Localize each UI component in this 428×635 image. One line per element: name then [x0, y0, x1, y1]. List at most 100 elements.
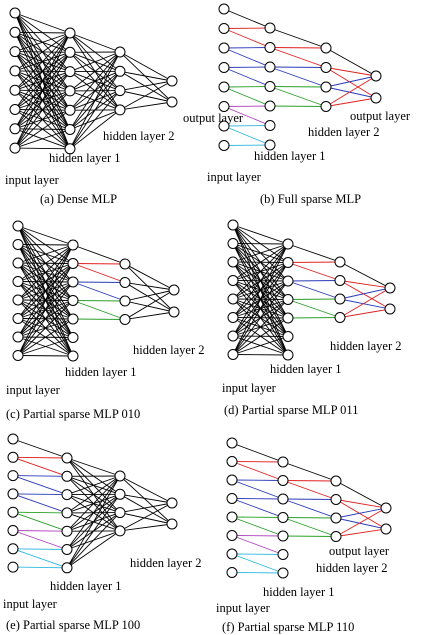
- input-hidden1-edge: [223, 125, 271, 127]
- hidden1-node: [64, 66, 76, 78]
- hidden1-hidden2-edge: [69, 109, 121, 150]
- hidden1-hidden2-edge: [269, 105, 327, 107]
- input-hidden1-edge: [12, 456, 68, 477]
- input-node: [12, 294, 24, 306]
- hidden1-hidden2-edge: [66, 530, 121, 569]
- hidden1-hidden2-edge: [269, 47, 327, 49]
- nodes: [218, 3, 382, 151]
- output-node: [168, 306, 180, 318]
- hidden2-output-edge: [335, 499, 387, 530]
- input-hidden1-edge: [232, 336, 289, 355]
- hidden2-node: [320, 101, 332, 112]
- input-node: [12, 220, 24, 232]
- hidden1-hidden2-edge: [66, 512, 121, 569]
- hidden-layer-1-label: hidden layer 1: [49, 151, 121, 165]
- hidden1-node: [282, 294, 294, 305]
- hidden1-hidden2-edge: [66, 475, 121, 496]
- hidden2-node: [114, 488, 126, 500]
- input-hidden1-edge: [223, 66, 271, 68]
- input-hidden1-edge: [14, 52, 71, 149]
- panel-caption: (b) Full sparse MLP: [260, 192, 361, 206]
- input-hidden1-edge: [14, 32, 71, 110]
- input-node: [218, 23, 230, 34]
- hidden2-output-edge: [124, 311, 175, 320]
- input-node: [12, 239, 24, 250]
- input-node: [12, 331, 24, 343]
- hidden-layer-2-label: hidden layer 2: [133, 343, 205, 357]
- hidden2-node: [334, 293, 346, 305]
- input-layer-label: input layer: [222, 381, 277, 395]
- input-hidden1-edge: [12, 548, 68, 550]
- input-node: [226, 437, 238, 449]
- hidden2-node: [114, 65, 126, 77]
- hidden-layer-1-label: hidden layer 1: [270, 362, 342, 376]
- hidden1-hidden2-edge: [72, 281, 126, 302]
- hidden1-node: [64, 85, 76, 97]
- input-hidden1-edge: [17, 337, 74, 356]
- hidden-layer-1-label: hidden layer 1: [254, 149, 326, 163]
- hidden1-hidden2-edge: [269, 86, 327, 107]
- edges: [232, 224, 391, 356]
- hidden1-hidden2-edge: [287, 243, 341, 263]
- hidden1-node: [277, 475, 289, 486]
- hidden1-node: [277, 493, 289, 505]
- input-node: [9, 123, 21, 135]
- input-hidden1-edge: [12, 438, 68, 459]
- hidden2-node: [114, 507, 126, 519]
- input-hidden1-edge: [231, 553, 284, 574]
- hidden1-node: [277, 530, 289, 542]
- input-node: [227, 349, 239, 360]
- hidden1-hidden2-edge: [72, 281, 126, 283]
- input-node: [9, 26, 21, 38]
- input-hidden1-edge: [14, 12, 71, 34]
- hidden1-hidden2-edge: [72, 300, 126, 320]
- hidden1-hidden2-edge: [282, 535, 337, 537]
- input-hidden1-edge: [17, 244, 74, 282]
- input-hidden1-edge: [12, 511, 68, 532]
- input-node: [226, 511, 238, 523]
- input-hidden1-edge: [223, 28, 271, 48]
- input-node: [7, 488, 19, 500]
- input-node: [227, 219, 239, 231]
- input-hidden1-edge: [231, 516, 284, 518]
- input-hidden1-edge: [232, 243, 289, 281]
- panel-partial-sparse-mlp-011: hidden layer 2 hidden layer 1 input laye…: [222, 219, 402, 417]
- input-hidden1-edge: [17, 355, 74, 357]
- input-layer-label: input layer: [216, 601, 271, 615]
- hidden1-hidden2-edge: [72, 263, 126, 283]
- hidden1-node: [264, 100, 276, 112]
- hidden1-node: [282, 312, 294, 324]
- hidden1-node: [277, 456, 289, 468]
- hidden-layer-2-label: hidden layer 2: [316, 561, 388, 575]
- hidden1-node: [61, 525, 73, 537]
- input-hidden1-edge: [232, 354, 289, 356]
- input-hidden1-edge: [232, 262, 289, 355]
- hidden1-node: [282, 275, 294, 287]
- input-node: [226, 567, 238, 578]
- input-node: [12, 313, 24, 324]
- input-hidden1-edge: [232, 280, 289, 355]
- input-node: [226, 456, 238, 467]
- input-hidden1-edge: [12, 475, 68, 496]
- hidden2-output-edge: [124, 263, 175, 313]
- input-hidden1-edge: [14, 147, 71, 150]
- input-layer-label: input layer: [207, 170, 262, 184]
- input-hidden1-edge: [232, 243, 289, 300]
- hidden1-node: [282, 349, 294, 361]
- hidden-layer-2-label: hidden layer 2: [330, 339, 402, 353]
- panel-caption: (d) Partial sparse MLP 011: [224, 403, 358, 417]
- input-hidden1-edge: [231, 535, 284, 537]
- input-hidden1-edge: [231, 498, 284, 500]
- hidden2-node: [119, 277, 131, 288]
- hidden1-hidden2-edge: [269, 47, 327, 68]
- input-hidden1-edge: [17, 318, 74, 356]
- input-hidden1-edge: [17, 244, 74, 338]
- panel-partial-sparse-mlp-110: output layer hidden layer 2 hidden layer…: [216, 437, 392, 634]
- hidden1-node: [61, 470, 73, 482]
- input-layer-label: input layer: [3, 597, 58, 611]
- hidden2-output-edge: [325, 67, 377, 99]
- input-hidden1-edge: [231, 461, 284, 481]
- input-layer-label: input layer: [5, 173, 60, 187]
- hidden1-hidden2-edge: [69, 51, 121, 111]
- input-hidden1-edge: [232, 317, 289, 355]
